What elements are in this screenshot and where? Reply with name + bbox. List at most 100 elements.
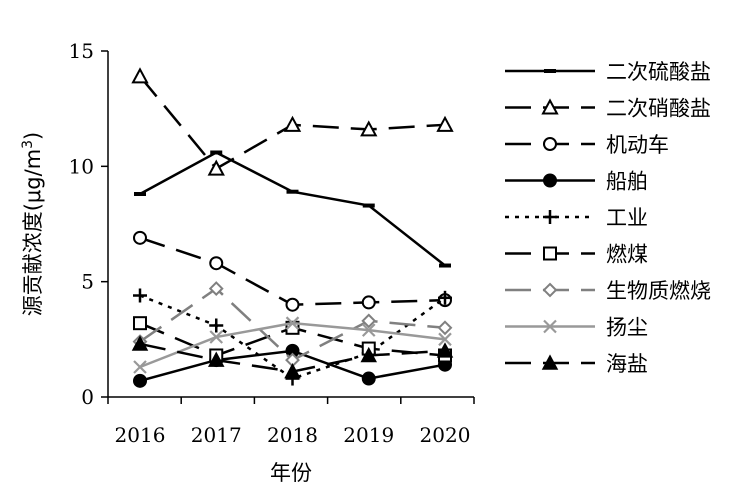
legend-marker bbox=[541, 98, 559, 115]
data-point bbox=[360, 120, 378, 137]
data-point-shape bbox=[283, 115, 302, 132]
series-line bbox=[139, 151, 446, 267]
legend-item: 二次硝酸盐 bbox=[505, 97, 711, 121]
legend-marker-b bbox=[543, 319, 557, 334]
legend-marker-shape bbox=[541, 98, 559, 115]
data-point bbox=[284, 363, 301, 379]
y-ticks: 0 5 10 15 bbox=[69, 39, 108, 409]
legend-marker bbox=[541, 354, 559, 370]
data-point-shape bbox=[133, 316, 147, 331]
data-point-shape bbox=[360, 120, 378, 137]
x-axis-title: 年份 bbox=[270, 461, 312, 485]
data-point-shape bbox=[285, 297, 300, 312]
y-tick-label: 10 bbox=[69, 154, 94, 178]
data-point bbox=[436, 115, 454, 132]
data-point-shape bbox=[361, 295, 376, 310]
data-point bbox=[209, 318, 224, 333]
legend-marker-shape bbox=[543, 173, 557, 188]
x-tick-label: 2017 bbox=[191, 423, 242, 447]
data-point-shape bbox=[207, 159, 225, 176]
legend-label: 生物质燃烧 bbox=[606, 279, 711, 303]
legend-marker bbox=[542, 282, 558, 298]
data-point bbox=[361, 295, 376, 310]
legend-item: 海盐 bbox=[505, 352, 648, 376]
data-point-shape bbox=[133, 230, 147, 245]
data-point-shape bbox=[361, 313, 377, 329]
legend-label: 扬尘 bbox=[606, 316, 648, 340]
data-point bbox=[133, 316, 147, 331]
data-point-shape bbox=[284, 363, 301, 379]
data-point bbox=[438, 332, 452, 347]
data-point-shape bbox=[436, 342, 454, 358]
series-8 bbox=[133, 316, 452, 374]
data-point-shape bbox=[209, 256, 224, 271]
y-axis-title-close: ) bbox=[21, 132, 45, 140]
legend-label: 船舶 bbox=[606, 170, 648, 194]
data-point bbox=[209, 330, 224, 344]
data-point bbox=[285, 316, 300, 330]
data-point bbox=[285, 297, 300, 312]
data-point bbox=[207, 159, 225, 176]
legend-marker-shape bbox=[543, 137, 557, 151]
series-2 bbox=[131, 67, 454, 176]
data-point bbox=[361, 323, 376, 337]
data-point-shape bbox=[207, 351, 225, 367]
data-point-b bbox=[285, 316, 300, 330]
data-point-shape bbox=[436, 115, 454, 132]
data-point-b bbox=[209, 330, 224, 344]
legend-item: 船舶 bbox=[505, 170, 648, 194]
data-point-shape bbox=[133, 373, 147, 388]
data-point bbox=[360, 346, 378, 363]
legend-item: 燃煤 bbox=[505, 243, 648, 267]
x-tick-label: 2016 bbox=[115, 423, 166, 447]
data-point-b bbox=[361, 323, 376, 337]
data-point bbox=[131, 67, 149, 84]
data-point bbox=[283, 115, 302, 132]
y-axis-title: 源贡献浓度(μg/m3) bbox=[20, 132, 45, 317]
legend-label: 海盐 bbox=[606, 352, 648, 376]
data-point-shape bbox=[437, 320, 453, 336]
y-tick-label: 15 bbox=[69, 39, 94, 63]
legend-label: 二次硫酸盐 bbox=[606, 60, 711, 84]
data-point bbox=[209, 256, 224, 271]
legend-marker bbox=[543, 173, 557, 188]
x-tick-label: 2019 bbox=[343, 423, 394, 447]
legend-label: 工业 bbox=[606, 206, 648, 230]
data-point-b bbox=[438, 332, 452, 347]
data-point bbox=[133, 288, 147, 303]
series-layer bbox=[131, 67, 454, 388]
data-point-shape bbox=[208, 281, 224, 297]
data-point-shape bbox=[131, 335, 149, 351]
data-point bbox=[133, 360, 147, 374]
legend-item: 扬尘 bbox=[505, 316, 648, 340]
data-point bbox=[133, 230, 147, 245]
series-1 bbox=[134, 150, 451, 268]
data-point-shape bbox=[361, 371, 376, 386]
legend-item: 生物质燃烧 bbox=[505, 279, 711, 303]
legend-item: 机动车 bbox=[505, 133, 669, 157]
legend-label: 二次硝酸盐 bbox=[606, 97, 711, 121]
axes bbox=[107, 51, 474, 398]
data-point bbox=[208, 281, 224, 297]
x-ticks: 2016 2017 2018 2019 2020 bbox=[107, 397, 475, 447]
legend-item: 工业 bbox=[505, 206, 648, 230]
data-point-b bbox=[133, 360, 147, 374]
series-3 bbox=[133, 230, 452, 312]
data-point bbox=[131, 335, 149, 351]
legend-item: 二次硫酸盐 bbox=[505, 60, 711, 84]
legend-label: 机动车 bbox=[606, 133, 669, 157]
series-line bbox=[139, 236, 446, 306]
legend-marker-shape bbox=[542, 282, 558, 298]
y-axis-title-superscript: 3 bbox=[20, 140, 36, 149]
data-point bbox=[438, 290, 452, 305]
data-point bbox=[361, 371, 376, 386]
data-point-shape bbox=[131, 67, 149, 84]
legend-marker bbox=[543, 246, 557, 261]
legend-label: 燃煤 bbox=[606, 243, 648, 267]
y-axis-title-main: 源贡献浓度(μg/m bbox=[21, 149, 45, 316]
series-9 bbox=[131, 335, 454, 379]
y-tick-label: 5 bbox=[81, 270, 94, 294]
